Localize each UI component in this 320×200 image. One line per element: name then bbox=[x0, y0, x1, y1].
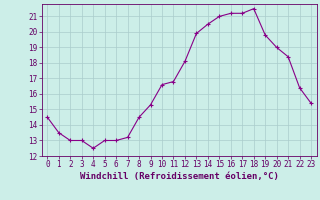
X-axis label: Windchill (Refroidissement éolien,°C): Windchill (Refroidissement éolien,°C) bbox=[80, 172, 279, 181]
